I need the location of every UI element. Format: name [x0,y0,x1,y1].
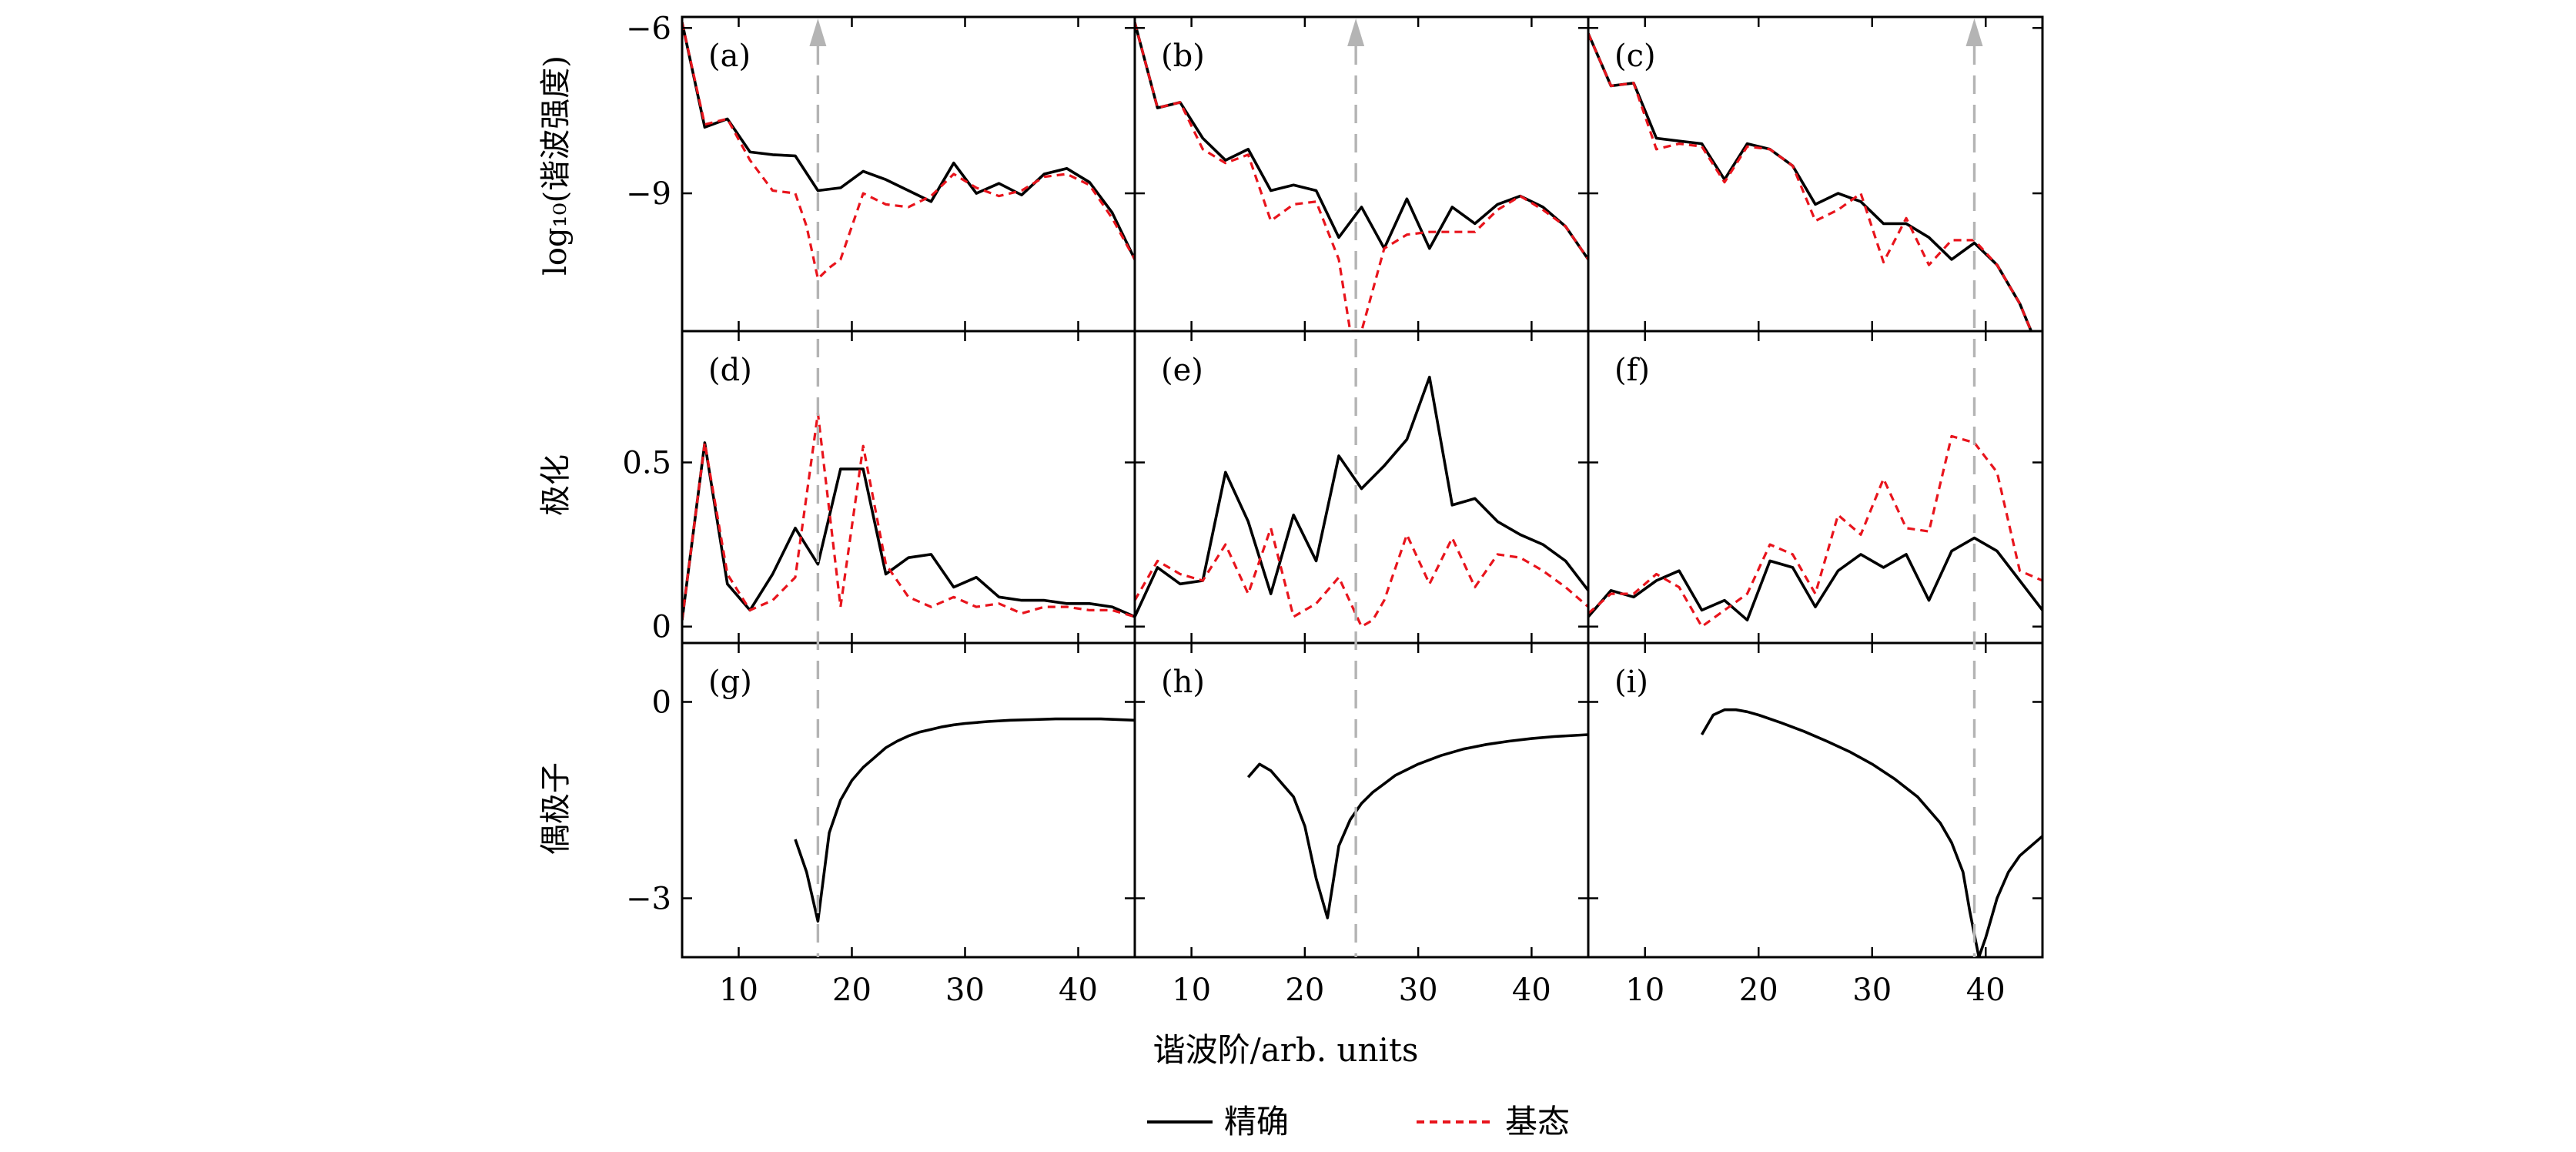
x-tick-label-g: 30 [945,973,985,1008]
guide-arrowhead-col3 [1965,18,1983,46]
row-label-dipole: 偶极子 [538,762,574,855]
series-ground-line-f [1588,434,2042,628]
panel-label-i: (i) [1614,665,1648,700]
panel-a: −6 −9 (a) [626,11,1136,333]
panel-h: 10 20 30 40 (h) [1133,641,1590,1008]
x-tick-label-i: 40 [1966,973,2006,1008]
panel-g: 10 20 30 40 0 −3 (g) [626,641,1136,1008]
panel-label-a: (a) [708,39,751,74]
series-ground-line-d [682,411,1135,621]
x-tick-label-i: 20 [1739,973,1778,1008]
panel-label-d: (d) [708,353,752,388]
series-ground-line-b [1135,22,1588,331]
panel-grid: −6 −9 (a) (b) (c) 0 0.5 (d) (e) (f) 10 20 30 40 0 −3 (g)… [622,11,2044,1008]
y-tick-label-g: −3 [626,882,671,917]
legend: 精确 基态 [1147,1103,1570,1140]
y-tick-label-a: −9 [626,176,671,212]
x-tick-label-i: 10 [1625,973,1664,1008]
series-exact-line-f [1588,536,2042,622]
series-exact-line-a [682,22,1135,260]
x-tick-label-g: 10 [719,973,758,1008]
x-tick-label-g: 40 [1059,973,1098,1008]
y-tick-label-d: 0.5 [622,446,671,481]
legend-label-exact: 精确 [1224,1103,1289,1140]
series-exact-line-b [1135,22,1588,260]
panel-label-c: (c) [1614,39,1656,74]
x-axis-label: 谐波阶/arb. units [1153,1031,1419,1069]
panel-d: 0 0.5 (d) [622,330,1136,645]
panel-b: (b) [1133,15,1590,333]
series-exact-line-i [1700,708,2042,957]
panel-label-g: (g) [708,665,752,700]
series-exact-line-g [794,717,1135,923]
row-label-intensity: log₁₀(谐波强度) [538,55,574,276]
series-exact-line-c [1588,32,2032,331]
guide-arrowhead-col2 [1347,18,1365,46]
x-tick-label-h: 10 [1172,973,1211,1008]
panel-label-e: (e) [1161,353,1203,388]
marker-guides [809,18,1983,957]
x-tick-label-i: 30 [1852,973,1892,1008]
panel-frame-i [1587,641,2044,959]
x-tick-label-h: 20 [1285,973,1324,1008]
x-tick-label-g: 20 [832,973,871,1008]
panel-e: (e) [1133,330,1590,645]
row-label-polarization: 极化 [538,454,574,516]
panel-i: 10 20 30 40 (i) [1587,641,2044,1008]
x-tick-label-h: 40 [1512,973,1551,1008]
series-exact-line-d [682,441,1135,621]
x-tick-label-h: 30 [1399,973,1438,1008]
series-ground-line-a [682,22,1135,280]
series-exact-line-e [1135,375,1588,618]
y-tick-label-d: 0 [652,610,671,645]
guide-arrowhead-col1 [809,18,827,46]
legend-label-ground: 基态 [1505,1103,1570,1140]
y-tick-label-g: 0 [652,685,671,721]
panel-label-h: (h) [1161,665,1205,700]
series-ground-line-c [1588,32,2032,331]
series-exact-line-h [1246,733,1588,919]
panel-label-b: (b) [1161,39,1205,74]
y-tick-label-a: −6 [626,11,671,46]
panel-label-f: (f) [1614,353,1650,388]
series-ground-line-e [1135,527,1588,628]
